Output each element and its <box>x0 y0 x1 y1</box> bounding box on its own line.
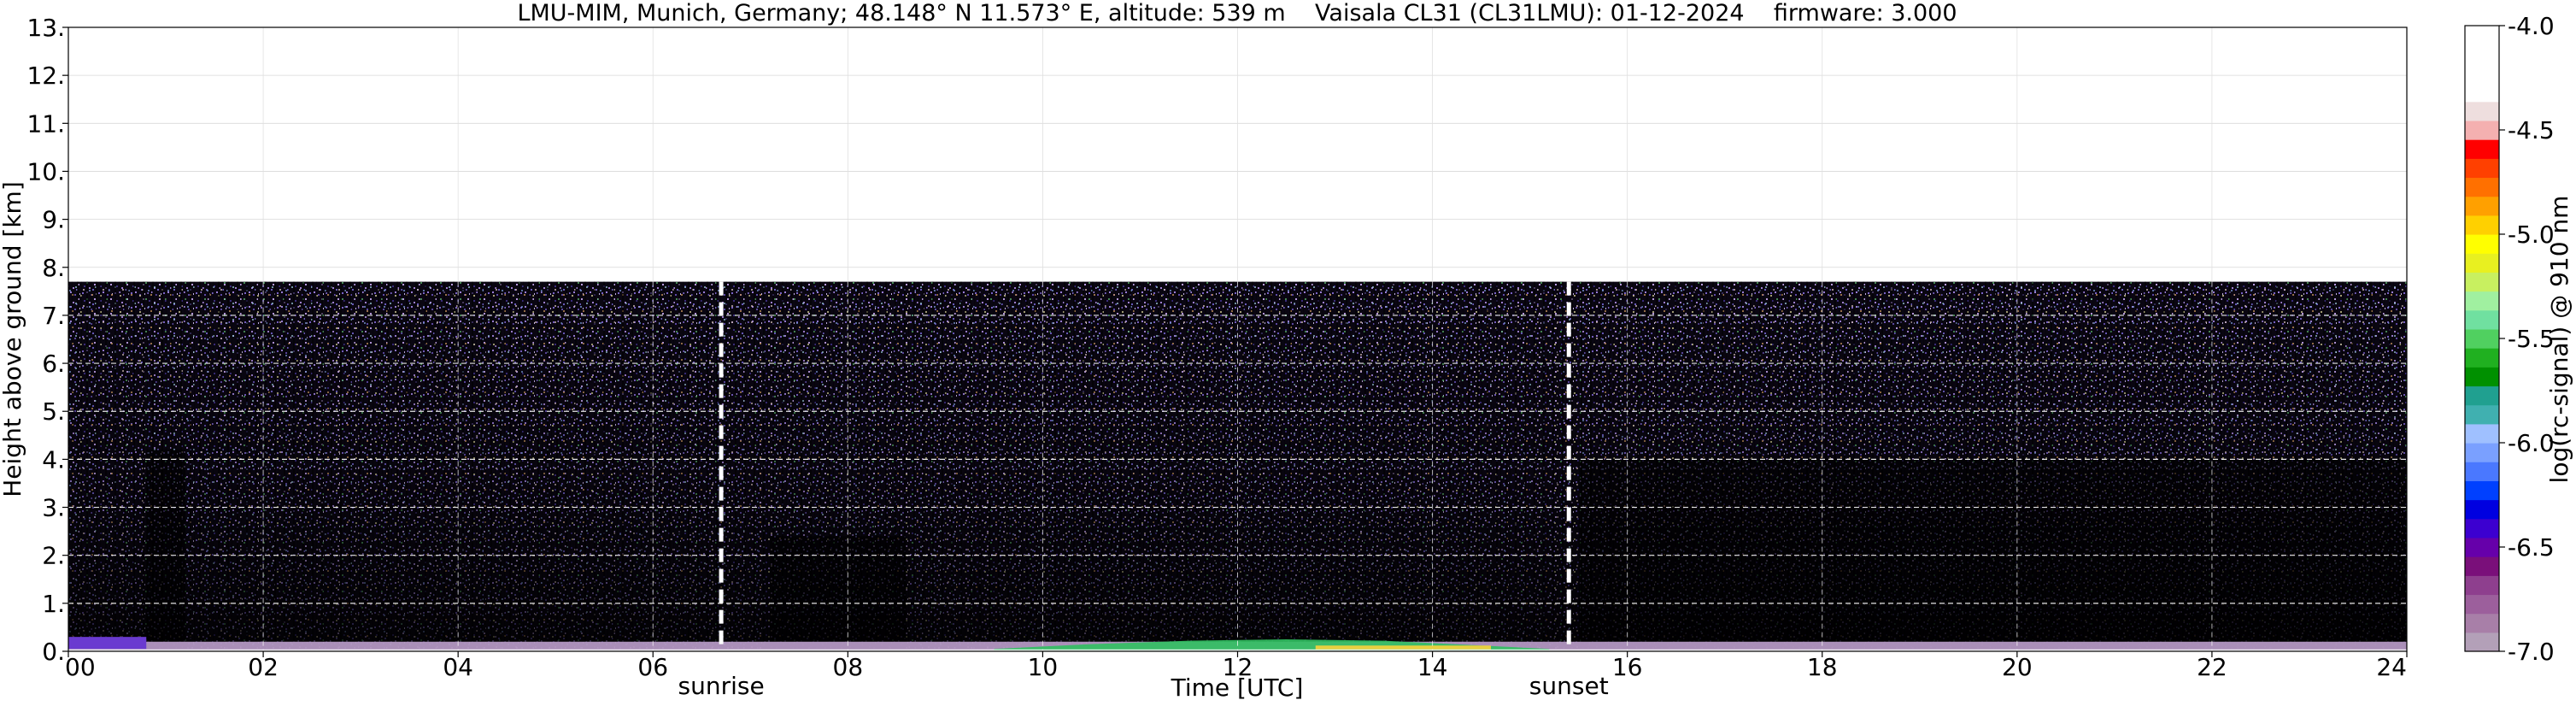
colorbar-swatch <box>2465 309 2499 330</box>
y-tick-label: 12. <box>26 62 65 90</box>
y-tick-label: 6. <box>42 350 65 378</box>
y-tick-label: 9. <box>42 206 65 234</box>
colorbar-swatch <box>2465 613 2499 633</box>
colorbar-swatch <box>2465 575 2499 596</box>
colorbar-swatch <box>2465 26 2499 45</box>
x-tick-label: 04 <box>443 653 473 681</box>
x-axis-label: Time [UTC] <box>1171 674 1304 702</box>
colorbar-tick-label: -7.0 <box>2508 638 2555 666</box>
colorbar: -4.0 -4.5 -5.0 -5.5 -6.0 -6.5 -7.0 log(rc-sign… <box>2464 12 2573 666</box>
colorbar-swatch <box>2465 404 2499 425</box>
sunset-label: sunset <box>1529 672 1609 700</box>
boundary-layer-peak <box>1315 645 1492 650</box>
colorbar-swatch <box>2465 44 2499 64</box>
x-tick-label: 14 <box>1417 653 1448 681</box>
colorbar-swatch <box>2465 328 2499 349</box>
colorbar-tick-label: -4.5 <box>2508 116 2555 144</box>
y-tick-label: 3. <box>42 494 65 522</box>
colorbar-swatch <box>2465 423 2499 444</box>
x-tick-label: 00 <box>65 653 96 681</box>
sunrise-label: sunrise <box>678 672 764 700</box>
colorbar-swatch <box>2465 632 2499 652</box>
grid <box>68 27 2407 651</box>
surface-layer-early <box>68 637 147 650</box>
x-tick-label: 06 <box>637 653 668 681</box>
y-axis-label: Height above ground [km] <box>0 181 26 497</box>
x-tick-label: 22 <box>2197 653 2227 681</box>
colorbar-tick-label: -5.5 <box>2508 325 2555 353</box>
colorbar-swatch <box>2465 177 2499 197</box>
colorbar-swatch <box>2465 348 2499 368</box>
colorbar-swatch <box>2465 537 2499 557</box>
x-tick-label: 20 <box>2002 653 2033 681</box>
colorbar-swatch <box>2465 196 2499 216</box>
sun-markers <box>719 281 1571 651</box>
colorbar-swatch <box>2465 385 2499 406</box>
colorbar-swatch <box>2465 82 2499 103</box>
x-axis-ticks: 00 02 04 06 08 10 12 14 16 18 20 22 24 <box>65 651 2408 681</box>
y-tick-label: 5. <box>42 397 65 426</box>
x-tick-label: 08 <box>833 653 864 681</box>
colorbar-swatch <box>2465 63 2499 84</box>
colorbar-swatch <box>2465 272 2499 292</box>
colorbar-swatch <box>2465 499 2499 520</box>
colorbar-label: log(rc-signal) @ 910 nm <box>2545 196 2573 484</box>
x-tick-label: 16 <box>1612 653 1643 681</box>
y-tick-label: 11. <box>26 109 65 138</box>
colorbar-swatch <box>2465 443 2499 462</box>
colorbar-tick-label: -6.0 <box>2508 429 2555 457</box>
x-tick-label: 02 <box>248 653 279 681</box>
chart-title: LMU-MIM, Munich, Germany; 48.148° N 11.5… <box>517 0 1957 26</box>
y-tick-label: 1. <box>42 590 65 618</box>
colorbar-swatch <box>2465 253 2499 273</box>
y-tick-label: 2. <box>42 542 65 570</box>
x-tick-label: 18 <box>1807 653 1838 681</box>
colorbar-swatch <box>2465 367 2499 387</box>
colorbar-swatch <box>2465 158 2499 179</box>
colorbar-swatch <box>2465 139 2499 159</box>
colorbar-swatch <box>2465 101 2499 121</box>
x-tick-label: 10 <box>1028 653 1059 681</box>
colorbar-tick-label: -4.0 <box>2508 12 2555 40</box>
x-tick-label: 12 <box>1223 653 1253 681</box>
colorbar-swatch <box>2465 120 2499 140</box>
y-tick-label: 0. <box>42 638 65 666</box>
colorbar-swatch <box>2465 215 2499 235</box>
y-tick-label: 10. <box>26 157 65 185</box>
plot-area <box>67 26 2408 652</box>
y-tick-label: 4. <box>42 445 65 474</box>
dark-band <box>146 450 185 651</box>
colorbar-swatch <box>2465 291 2499 311</box>
colorbar-swatch <box>2465 234 2499 254</box>
colorbar-swatch <box>2465 480 2499 501</box>
y-tick-label: 8. <box>42 254 65 282</box>
dark-band <box>770 536 907 651</box>
colorbar-ticks: -4.0 -4.5 -5.0 -5.5 -6.0 -6.5 -7.0 <box>2499 12 2555 666</box>
colorbar-swatch <box>2465 462 2499 481</box>
y-tick-label: 13. <box>26 14 65 42</box>
colorbar-swatches <box>2465 26 2499 652</box>
y-axis-ticks: 0. 1. 2. 3. 4. 5. 6. 7. 8. 9. 10. 11. 12. 13. <box>26 14 68 666</box>
x-tick-label: 24 <box>2376 653 2407 681</box>
colorbar-swatch <box>2465 518 2499 538</box>
colorbar-swatch <box>2465 594 2499 615</box>
colorbar-swatch <box>2465 556 2499 576</box>
y-tick-label: 7. <box>42 302 65 330</box>
colorbar-tick-label: -6.5 <box>2508 533 2555 562</box>
colorbar-tick-label: -5.0 <box>2508 221 2555 249</box>
